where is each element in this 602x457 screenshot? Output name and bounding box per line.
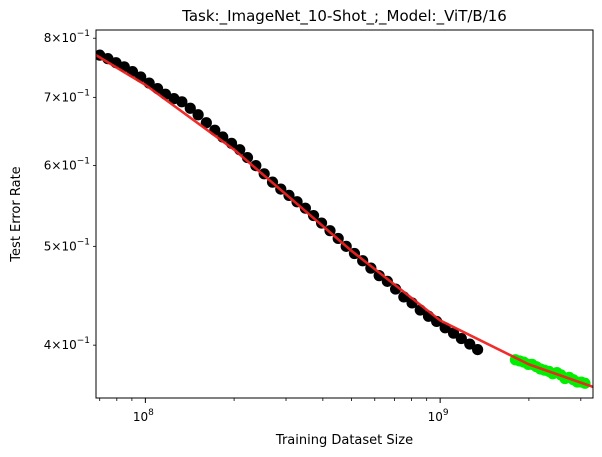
- data-point-s1-25: [291, 196, 303, 208]
- data-point-s1-13: [192, 109, 204, 121]
- y-axis-label: Test Error Rate: [9, 166, 24, 262]
- axes-group: 108 109 4×10−1 5×10−1 6×10−1 7×10−1 8×10−1: [44, 29, 594, 424]
- y-tick-label-3: 6×10−1: [44, 157, 90, 173]
- data-point-s1-44: [447, 327, 460, 339]
- marks-layer: [96, 49, 593, 389]
- chart-title: Task:_ImageNet_10-Shot_;_Model:_ViT/B/16: [181, 7, 507, 26]
- plot-area: [96, 49, 593, 389]
- data-point-s1-36: [381, 275, 393, 287]
- data-point-s1-47: [472, 344, 484, 356]
- fit-line: [96, 54, 593, 389]
- data-point-s1-46: [464, 338, 476, 350]
- x-tick-label-1: 108: [133, 408, 154, 424]
- y-tick-label-1: 4×10−1: [44, 336, 90, 352]
- x-axis-label: Training Dataset Size: [275, 433, 413, 448]
- data-point-s1-27: [307, 209, 320, 222]
- y-tick-label-5: 8×10−1: [44, 29, 90, 45]
- data-point-s1-11: [176, 96, 188, 108]
- y-tick-label-4: 7×10−1: [44, 88, 90, 104]
- axes-frame: [95, 29, 594, 399]
- data-point-s1-45: [455, 332, 467, 345]
- data-point-s1-12: [184, 102, 196, 114]
- y-tick-label-2: 5×10−1: [44, 237, 90, 253]
- data-point-s1-26: [299, 202, 311, 214]
- data-point-s1-35: [373, 270, 385, 282]
- data-point-s1-14: [200, 117, 212, 129]
- data-point-s1-20: [250, 160, 262, 172]
- x-tick-label-2: 109: [428, 408, 449, 424]
